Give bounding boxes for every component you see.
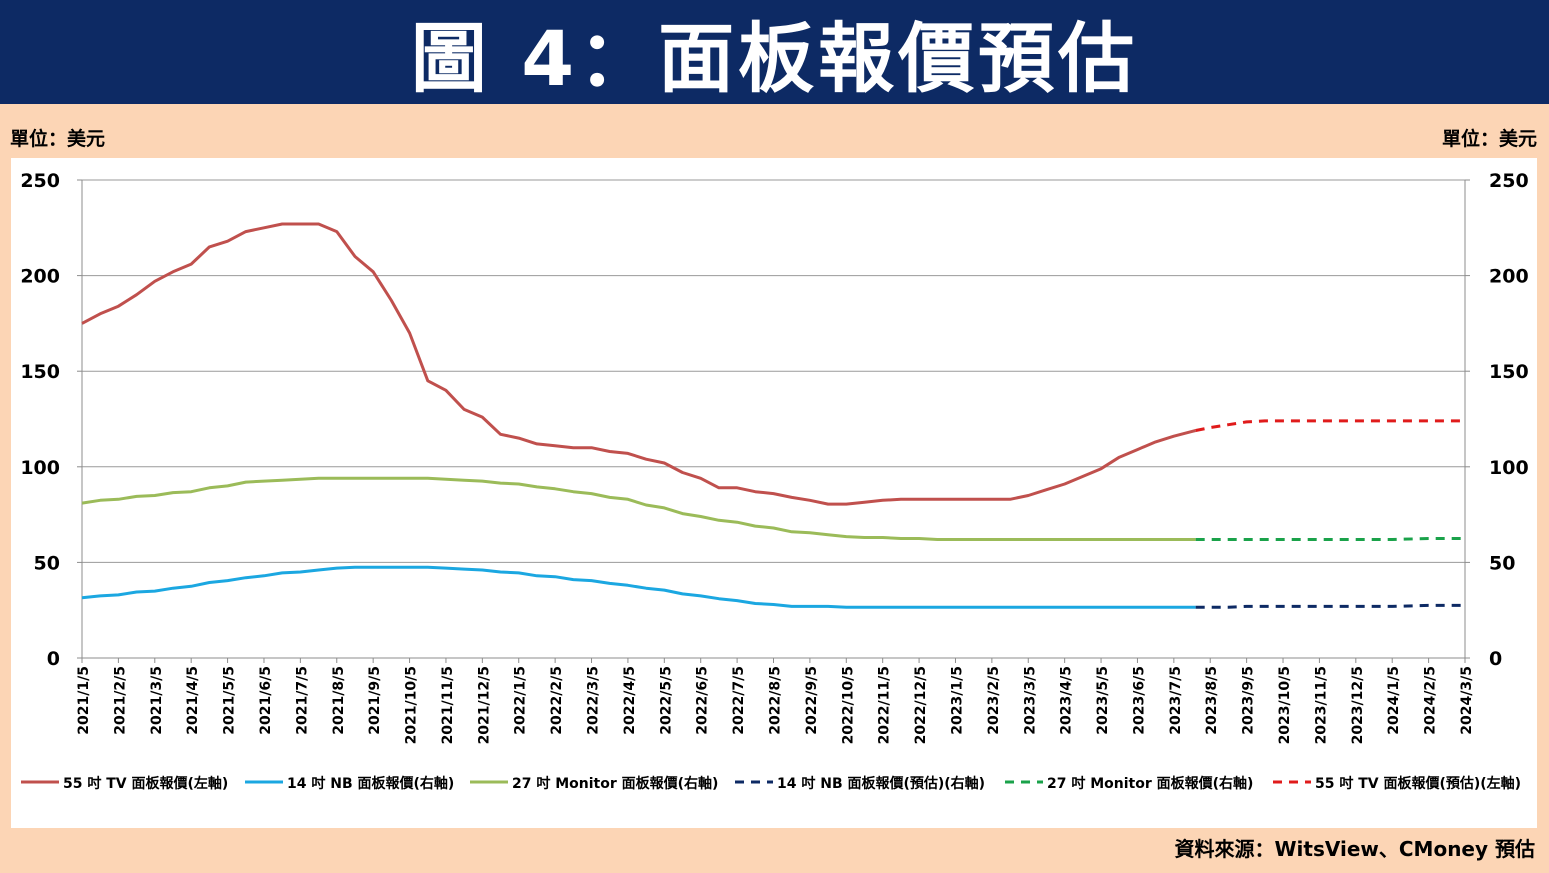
legend-label: 27 吋 Monitor 面板報價(右軸): [512, 775, 718, 792]
x-tick-label: 2022/11/5: [877, 666, 893, 744]
x-tick-label: 2021/4/5: [185, 666, 201, 735]
x-tick-label: 2023/9/5: [1241, 666, 1257, 735]
x-tick-label: 2024/1/5: [1386, 666, 1402, 735]
y-left-tick-label: 100: [20, 457, 60, 479]
y-left-tick-label: 150: [20, 361, 60, 383]
x-tick-label: 2022/1/5: [513, 666, 529, 735]
x-tick-label: 2024/3/5: [1459, 666, 1475, 735]
x-tick-label: 2021/3/5: [149, 666, 165, 735]
y-right-tick-label: 0: [1489, 648, 1502, 670]
chart-panel: 0 50 100 150 200 250 0 50 100 150 200 250 2021/1/5…: [11, 158, 1537, 828]
y-right-tick-labels: 0 50 100 150 200 250: [1489, 170, 1529, 670]
x-tick-label: 2023/1/5: [949, 666, 965, 735]
x-tick-label: 2022/7/5: [731, 666, 747, 735]
x-tick-label: 2023/8/5: [1204, 666, 1220, 735]
x-tick-label: 2021/7/5: [294, 666, 310, 735]
series-line: [1195, 419, 1465, 432]
title-bar: 圖 4：面板報價預估: [0, 0, 1549, 104]
legend-label: 27 吋 Monitor 面板報價(右軸): [1047, 775, 1253, 792]
axes: [77, 179, 1470, 663]
y-right-tick-label: 250: [1489, 170, 1529, 192]
x-tick-label: 2022/3/5: [586, 666, 602, 735]
x-tick-label: 2021/10/5: [404, 666, 420, 744]
legend-label: 55 吋 TV 面板報價(預估)(左軸): [1315, 775, 1521, 792]
x-tick-label: 2022/5/5: [658, 666, 674, 735]
y-left-tick-labels: 0 50 100 150 200 250: [20, 170, 60, 670]
x-tick-label: 2023/11/5: [1313, 666, 1329, 744]
line-chart: 0 50 100 150 200 250 0 50 100 150 200 250 2021/1/5…: [20, 170, 1529, 792]
x-tick-labels: 2021/1/5 2021/2/5 2021/3/5 2021/4/5 2021/5/5…: [76, 666, 1475, 744]
legend-label: 14 吋 NB 面板報價(右軸): [287, 775, 454, 792]
gridlines: [82, 179, 1465, 563]
x-tick-label: 2022/2/5: [549, 666, 565, 735]
x-tick-label: 2024/2/5: [1423, 666, 1439, 735]
x-tick-label: 2022/10/5: [840, 666, 856, 744]
legend-label: 14 吋 NB 面板報價(預估)(右軸): [777, 775, 985, 792]
x-tick-label: 2021/11/5: [440, 666, 456, 744]
x-tick-label: 2021/6/5: [258, 666, 274, 735]
x-tick-label: 2023/6/5: [1131, 666, 1147, 735]
x-tick-label: 2023/4/5: [1059, 666, 1075, 735]
x-tick-label: 2023/7/5: [1168, 666, 1184, 735]
x-tick-label: 2022/4/5: [622, 666, 638, 735]
x-tick-label: 2023/3/5: [1022, 666, 1038, 735]
y-left-tick-label: 200: [20, 266, 60, 288]
y-right-tick-label: 100: [1489, 457, 1529, 479]
y-left-tick-label: 50: [34, 552, 60, 574]
series-line: [81, 222, 1197, 506]
x-tick-label: 2022/9/5: [804, 666, 820, 735]
x-tick-label: 2021/1/5: [76, 666, 92, 735]
x-tick-label: 2023/5/5: [1095, 666, 1111, 735]
legend-label: 55 吋 TV 面板報價(左軸): [63, 775, 228, 792]
page-title: 圖 4：面板報價預估: [410, 14, 1139, 103]
x-tick-label: 2021/5/5: [222, 666, 238, 735]
x-tick-label: 2021/2/5: [112, 666, 128, 735]
x-tick-label: 2022/12/5: [913, 666, 929, 744]
series-line: [81, 476, 1196, 541]
x-tick-label: 2021/9/5: [367, 666, 383, 735]
source-note: 資料來源：WitsView、CMoney 預估: [1174, 837, 1535, 861]
left-axis-unit: 單位：美元: [10, 128, 106, 150]
x-tick-label: 2021/8/5: [331, 666, 347, 735]
y-right-tick-label: 50: [1489, 552, 1515, 574]
x-tick-label: 2023/12/5: [1350, 666, 1366, 744]
x-tick-label: 2023/2/5: [986, 666, 1002, 735]
series-line: [81, 565, 1196, 609]
y-left-tick-label: 0: [47, 648, 60, 670]
series-lines: [81, 222, 1465, 609]
x-tick-label: 2021/12/5: [476, 666, 492, 744]
x-tick-label: 2022/6/5: [695, 666, 711, 735]
y-right-tick-label: 200: [1489, 266, 1529, 288]
x-tick-label: 2022/8/5: [768, 666, 784, 735]
right-axis-unit: 單位：美元: [1441, 128, 1537, 150]
x-tick-label: 2023/10/5: [1277, 666, 1293, 744]
series-line: [1195, 603, 1465, 609]
y-right-tick-label: 150: [1489, 361, 1529, 383]
series-line: [1195, 537, 1465, 541]
y-left-tick-label: 250: [20, 170, 60, 192]
legend: 55 吋 TV 面板報價(左軸) 14 吋 NB 面板報價(右軸) 27 吋 Mon…: [21, 775, 1521, 792]
